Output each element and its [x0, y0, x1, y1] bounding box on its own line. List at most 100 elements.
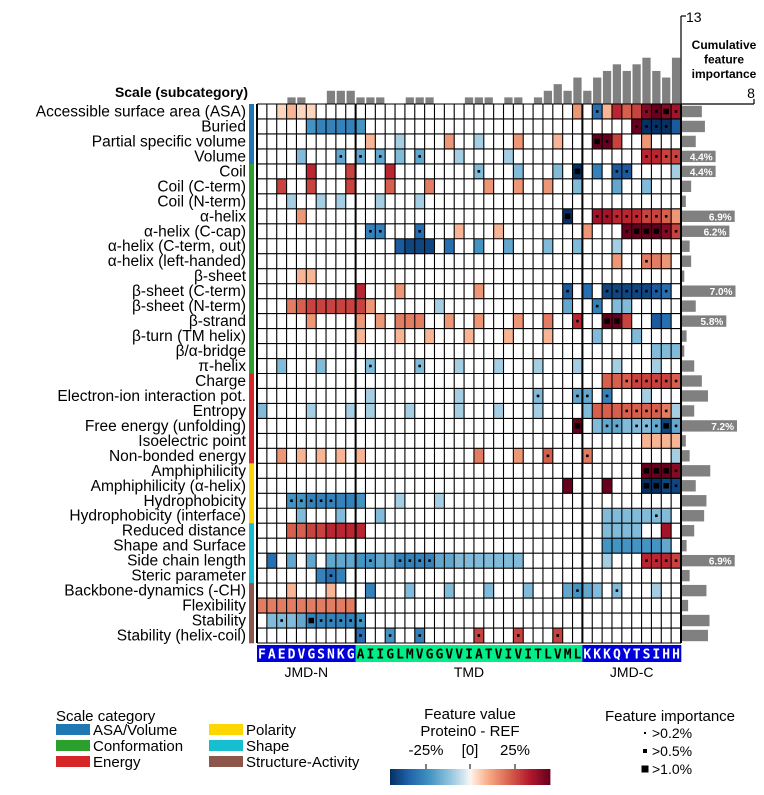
- residue-letter: G: [307, 648, 315, 663]
- heatmap-cell: [345, 104, 356, 119]
- importance-marker: [655, 514, 658, 518]
- heatmap-cell: [611, 628, 622, 643]
- heatmap-cell: [316, 208, 327, 224]
- heatmap-cell: [523, 388, 534, 404]
- heatmap-cell: [513, 598, 524, 614]
- heatmap-cell: [296, 343, 307, 359]
- heatmap-cell: [296, 598, 307, 614]
- heatmap-cell: [464, 313, 474, 329]
- heatmap-cell: [316, 538, 327, 554]
- importance-bar: [682, 405, 695, 417]
- row-label: Volume: [194, 148, 246, 165]
- heatmap-cell: [385, 538, 396, 554]
- heatmap-cell: [404, 538, 415, 554]
- heatmap-cell: [335, 373, 346, 389]
- heatmap-cell: [483, 418, 494, 434]
- heatmap-cell: [454, 583, 465, 599]
- position-bar: [642, 57, 651, 104]
- importance-marker: [674, 379, 678, 383]
- heatmap-cell: [444, 493, 455, 509]
- heatmap-cell: [404, 104, 415, 119]
- heatmap-cell: [266, 343, 277, 359]
- residue-letter: K: [337, 648, 345, 663]
- heatmap-cell: [395, 463, 405, 479]
- importance-marker: [408, 559, 412, 562]
- importance-marker: [574, 423, 581, 429]
- heatmap-cell: [306, 508, 317, 524]
- residue-box: [335, 645, 347, 662]
- importance-marker: [280, 619, 283, 622]
- heatmap-cell: [602, 178, 612, 194]
- heatmap-cell: [296, 478, 307, 494]
- heatmap-cell: [434, 553, 445, 569]
- heatmap-cell: [562, 163, 573, 179]
- position-bar: [464, 97, 474, 104]
- importance-marker: [477, 170, 481, 173]
- importance-bar-label: 5.8%: [701, 317, 724, 328]
- heatmap-cell: [464, 418, 474, 434]
- heatmap-cells: [257, 104, 681, 643]
- heatmap-cell: [533, 433, 543, 449]
- heatmap-cell: [276, 313, 287, 329]
- heatmap-cell: [552, 388, 563, 404]
- heatmap-cell: [454, 493, 465, 509]
- position-bar: [632, 64, 641, 104]
- heatmap-cell: [424, 388, 435, 404]
- heatmap-cell: [562, 178, 573, 194]
- heatmap-cell: [473, 613, 484, 629]
- heatmap-cell: [375, 283, 386, 299]
- heatmap-cell: [651, 163, 662, 179]
- heatmap-cell: [483, 283, 494, 299]
- colorbar-segment: [522, 769, 525, 785]
- heatmap-cell: [464, 433, 474, 449]
- heatmap-cell: [562, 148, 573, 164]
- heatmap-cell: [385, 223, 396, 239]
- heatmap-cell: [286, 133, 297, 149]
- importance-marker: [339, 619, 343, 622]
- heatmap-cell: [592, 343, 603, 359]
- heatmap-cell: [582, 343, 593, 359]
- heatmap-cell: [345, 598, 356, 614]
- heatmap-cell: [464, 463, 474, 479]
- segment-label: JMD-N: [285, 664, 329, 680]
- heatmap-cell: [621, 418, 632, 434]
- residue-letter: I: [366, 648, 374, 663]
- category-strip-segment: [249, 448, 254, 464]
- heatmap-cell: [513, 193, 524, 209]
- heatmap-cell: [257, 104, 267, 119]
- heatmap-cell: [533, 298, 543, 314]
- heatmap-cell: [533, 598, 543, 614]
- heatmap-cell: [572, 553, 583, 569]
- heatmap-cell: [483, 568, 494, 584]
- heatmap-cell: [611, 118, 622, 134]
- top-position-bars: [287, 57, 681, 104]
- heatmap-cell: [631, 104, 642, 119]
- heatmap-cell: [414, 178, 425, 194]
- importance-marker: [564, 213, 571, 220]
- heatmap-cell: [385, 478, 396, 494]
- heatmap-cell: [395, 313, 405, 329]
- heatmap-cell: [661, 328, 672, 344]
- importance-bar: [682, 255, 692, 267]
- colorbar-segment: [410, 769, 413, 785]
- heatmap-cell: [345, 118, 356, 134]
- heatmap-cell: [592, 148, 603, 164]
- importance-marker: [378, 229, 382, 233]
- heatmap-cell: [395, 118, 405, 134]
- heatmap-cell: [375, 163, 386, 179]
- heatmap-cell: [385, 178, 396, 194]
- heatmap-cell: [335, 628, 346, 643]
- heatmap-cell: [611, 433, 622, 449]
- heatmap-cell: [375, 523, 386, 539]
- heatmap-cell: [641, 358, 652, 374]
- residue-letter: Q: [613, 648, 621, 663]
- heatmap-cell: [266, 478, 277, 494]
- position-bar: [336, 90, 345, 104]
- colorbar-segment: [476, 769, 479, 785]
- colorbar-segment: [540, 769, 543, 785]
- position-bar: [326, 90, 336, 104]
- heatmap-cell: [424, 538, 435, 554]
- heatmap-cell: [602, 613, 612, 629]
- heatmap-cell: [434, 118, 445, 134]
- heatmap-cell: [572, 148, 583, 164]
